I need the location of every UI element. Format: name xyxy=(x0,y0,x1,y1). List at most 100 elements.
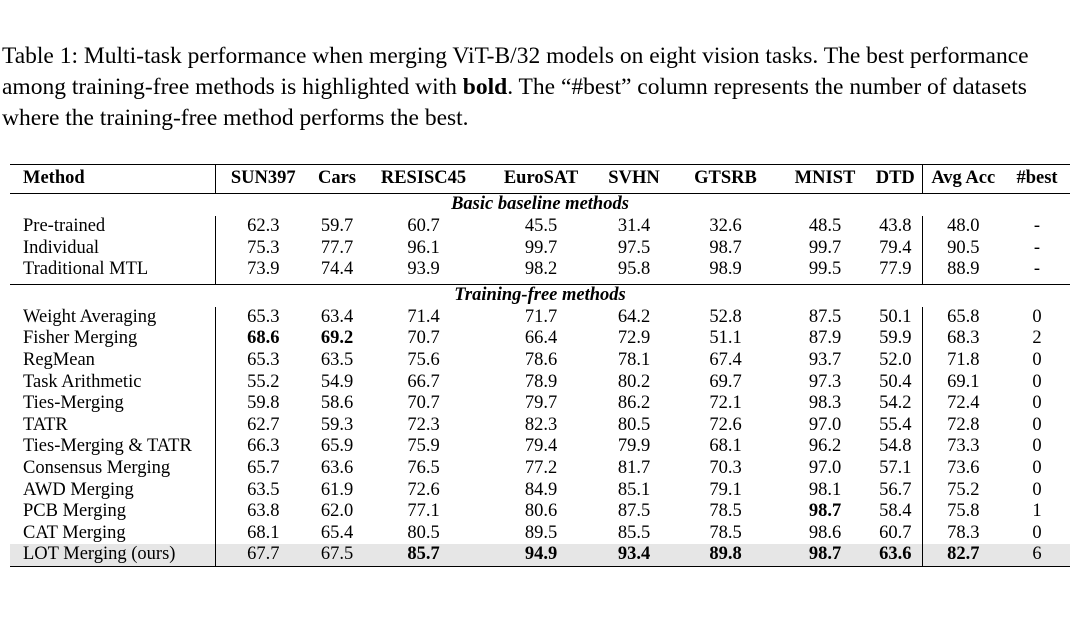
value-cell: 68.6 xyxy=(214,328,311,350)
value-cell: - xyxy=(1033,216,1041,236)
method-cell: Individual xyxy=(23,237,100,258)
value-cell: 77.9 xyxy=(869,259,922,285)
value-cell: 0 xyxy=(1032,479,1042,500)
value-cell: 98.7 xyxy=(709,237,742,258)
value-cell: 63.4 xyxy=(320,306,354,327)
value-cell: 59.8 xyxy=(214,393,311,415)
value-cell: 77.2 xyxy=(524,457,558,478)
value-cell: 65.9 xyxy=(320,436,354,457)
value-cell: 66.7 xyxy=(407,371,440,392)
value-cell: 73.6 xyxy=(921,457,1004,480)
value-cell: 78.9 xyxy=(524,371,558,392)
value-cell: 72.9 xyxy=(617,328,651,349)
method-cell: PCB Merging xyxy=(23,501,126,522)
column-header: Method xyxy=(10,164,215,194)
value-cell: 70.7 xyxy=(407,328,440,349)
value-cell: 97.0 xyxy=(808,414,842,435)
table-row: Pre-trained 62.3 59.7 60.7 45.5 31.4 32.6 48.5 4… xyxy=(10,216,1070,238)
value-cell: 65.3 xyxy=(214,306,311,329)
value-cell: 0 xyxy=(1032,522,1042,543)
value-cell: 78.5 xyxy=(709,501,742,522)
caption-bold-word: bold xyxy=(462,74,508,100)
method-cell: Traditional MTL xyxy=(10,259,215,285)
value-cell: 71.4 xyxy=(407,306,440,327)
column-header: SVHN xyxy=(598,164,670,194)
table-row: Individual 75.3 77.7 96.1 99.7 97.5 98.7 99.7 79… xyxy=(10,237,1070,260)
value-cell: 93.4 xyxy=(598,544,670,567)
value-cell: 82.3 xyxy=(524,414,558,435)
column-header: SUN397 xyxy=(214,164,311,194)
value-cell: 99.7 xyxy=(808,237,842,258)
method-cell: AWD Merging xyxy=(23,479,134,500)
value-cell: 0 xyxy=(1032,393,1042,414)
value-cell: 95.8 xyxy=(598,259,670,285)
value-cell: 75.9 xyxy=(407,436,440,457)
value-cell: 69.7 xyxy=(709,371,742,392)
value-cell: 86.2 xyxy=(617,393,651,414)
value-cell: 87.5 xyxy=(808,306,842,327)
value-cell: 32.6 xyxy=(709,216,742,236)
value-cell: 97.3 xyxy=(808,371,842,392)
value-cell: 73.3 xyxy=(921,436,1004,458)
value-cell: 65.4 xyxy=(320,522,354,543)
method-cell: LOT Merging (ours) xyxy=(10,544,215,567)
value-cell: 66.4 xyxy=(524,328,558,349)
method-cell: Fisher Merging xyxy=(23,328,138,349)
method-cell: RegMean xyxy=(23,349,95,370)
value-cell: 63.5 xyxy=(320,349,354,370)
table-row: PCB Merging 63.8 62.0 77.1 80.6 87.5 78.5 98.7 5… xyxy=(10,501,1070,523)
header-row: Method SUN397 Cars RESISC45 EuroSAT SVHN GTSRB… xyxy=(10,164,1070,194)
value-cell: 72.3 xyxy=(407,414,440,435)
value-cell: 0 xyxy=(1032,371,1042,392)
value-cell: 85.1 xyxy=(617,479,651,500)
value-cell: 79.4 xyxy=(524,436,558,457)
table-row: Weight Averaging 65.3 63.4 71.4 71.7 64.2 52.8… xyxy=(10,306,1070,329)
value-cell: 0 xyxy=(1032,306,1042,327)
table-caption: Table 1: Multi-task performance when mer… xyxy=(2,41,1078,134)
value-cell: 62.3 xyxy=(214,216,311,238)
value-cell: 68.1 xyxy=(214,522,311,545)
value-cell: 96.1 xyxy=(407,237,440,258)
value-cell: 82.7 xyxy=(921,544,1004,567)
value-cell: 72.1 xyxy=(709,393,742,414)
value-cell: 85.5 xyxy=(617,522,651,543)
value-cell: 54.8 xyxy=(879,436,912,457)
value-cell: 77.7 xyxy=(320,237,354,258)
value-cell: 71.7 xyxy=(524,306,558,327)
column-header: Avg Acc xyxy=(921,164,1004,194)
value-cell: 55.2 xyxy=(214,371,311,394)
value-cell: 72.4 xyxy=(921,393,1004,415)
value-cell: 43.8 xyxy=(879,216,912,236)
value-cell: 78.5 xyxy=(709,522,742,543)
value-cell: 0 xyxy=(1032,349,1042,370)
value-cell: 59.9 xyxy=(879,328,912,349)
column-header: Cars xyxy=(311,164,363,194)
value-cell: 54.9 xyxy=(320,371,354,392)
value-cell: 88.9 xyxy=(921,259,1004,285)
table-row: CAT Merging 68.1 65.4 80.5 89.5 85.5 78.5 98.6 6… xyxy=(10,522,1070,545)
value-cell: 74.4 xyxy=(311,259,363,285)
caption-suffix: . The “#best” column represents the numb… xyxy=(2,74,1027,131)
value-cell: 67.7 xyxy=(214,544,311,567)
value-cell: 93.7 xyxy=(808,349,842,370)
value-cell: 78.3 xyxy=(921,522,1004,545)
value-cell: 58.4 xyxy=(879,501,912,522)
method-cell: Task Arithmetic xyxy=(23,371,142,392)
value-cell: 59.7 xyxy=(320,216,354,236)
value-cell: 98.7 xyxy=(808,501,842,522)
value-cell: 98.6 xyxy=(808,522,842,543)
value-cell: 87.5 xyxy=(617,501,651,522)
value-cell: 98.9 xyxy=(670,259,781,285)
value-cell: 62.0 xyxy=(320,501,354,522)
section-header-row: Training-free methods xyxy=(10,284,1070,307)
value-cell: 98.1 xyxy=(808,479,842,500)
value-cell: 79.1 xyxy=(709,479,742,500)
value-cell: 98.3 xyxy=(808,393,842,414)
value-cell: 6 xyxy=(1004,544,1070,567)
column-header: GTSRB xyxy=(670,164,781,194)
value-cell: 72.8 xyxy=(921,414,1004,437)
value-cell: 0 xyxy=(1032,457,1042,478)
value-cell: 85.7 xyxy=(363,544,484,567)
value-cell: 89.5 xyxy=(524,522,558,543)
value-cell: 75.6 xyxy=(407,349,440,370)
